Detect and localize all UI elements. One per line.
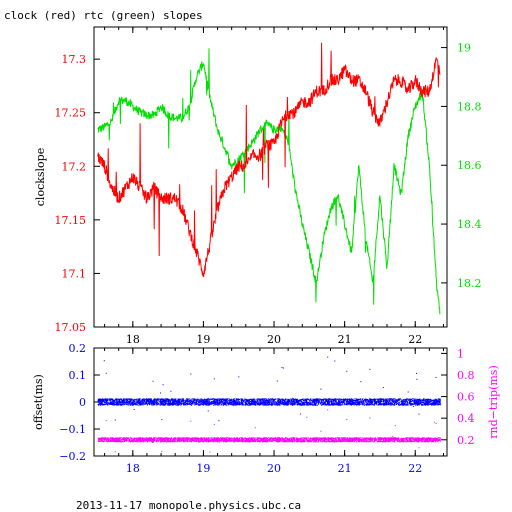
x-tick-label: 19 bbox=[196, 462, 210, 475]
y-left-axis-label: clockslope bbox=[34, 148, 47, 206]
y-left-tick-label: 0.2 bbox=[69, 342, 87, 355]
chart-title: clock (red) rtc (green) slopes bbox=[4, 9, 203, 22]
plot-frame bbox=[93, 26, 448, 328]
y-left-tick-label: −0.1 bbox=[59, 423, 86, 436]
y-right-tick-label: 0.2 bbox=[457, 434, 475, 447]
x-tick-label: 18 bbox=[126, 333, 140, 346]
bottom-panel: 18 19 20 21 22 −0.2 −0.1 0 0.1 0.2 0.2 0.4 0.6 0.8 1 of… bbox=[32, 342, 500, 475]
y-right-tick-label: 1 bbox=[457, 347, 464, 360]
y-left-tick-label: 17.2 bbox=[62, 160, 87, 173]
x-tick-label: 18 bbox=[126, 462, 140, 475]
y-right-tick-label: 18.8 bbox=[457, 100, 482, 113]
y-left-tick-label: 17.3 bbox=[62, 53, 87, 66]
x-tick-label: 22 bbox=[408, 462, 422, 475]
x-tick-label: 21 bbox=[338, 333, 352, 346]
x-tick-label: 20 bbox=[267, 333, 281, 346]
footer-label: 2013-11-17 monopole.physics.ubc.ca bbox=[76, 499, 301, 512]
y-right-axis-label: rnd−trip(ms) bbox=[487, 365, 500, 439]
y-left-tick-label: 17.1 bbox=[62, 267, 87, 280]
x-tick-label: 20 bbox=[267, 462, 281, 475]
y-right-tick-label: 18.6 bbox=[457, 159, 482, 172]
series-points-offset bbox=[97, 356, 441, 422]
series-line-clock bbox=[97, 42, 441, 278]
y-right-tick-label: 0.8 bbox=[457, 369, 475, 382]
x-tick-label: 22 bbox=[408, 333, 422, 346]
x-tick-label: 19 bbox=[196, 333, 210, 346]
y-left-axis-label: offset(ms) bbox=[32, 374, 45, 430]
y-right-tick-label: 0.6 bbox=[457, 391, 475, 404]
y-left-tick-label: 17.15 bbox=[55, 214, 87, 227]
y-left-tick-label: 17.25 bbox=[55, 107, 87, 120]
y-left-tick-label: 0 bbox=[79, 396, 86, 409]
y-right-tick-label: 18.2 bbox=[457, 277, 482, 290]
series-points-rnd-trip bbox=[97, 409, 441, 453]
y-right-tick-label: 18.4 bbox=[457, 218, 482, 231]
y-right-tick-label: 0.4 bbox=[457, 412, 475, 425]
x-tick-label: 21 bbox=[338, 462, 352, 475]
series-line-rtc bbox=[97, 48, 441, 315]
y-left-tick-label: 17.05 bbox=[55, 321, 87, 334]
y-left-tick-label: 0.1 bbox=[69, 369, 87, 382]
y-right-tick-label: 19 bbox=[457, 42, 471, 55]
y-left-tick-label: −0.2 bbox=[59, 450, 86, 463]
top-panel: 18 19 20 21 22 17.05 17.1 17.15 17.2 17.25 17.3 18.… bbox=[34, 26, 482, 346]
